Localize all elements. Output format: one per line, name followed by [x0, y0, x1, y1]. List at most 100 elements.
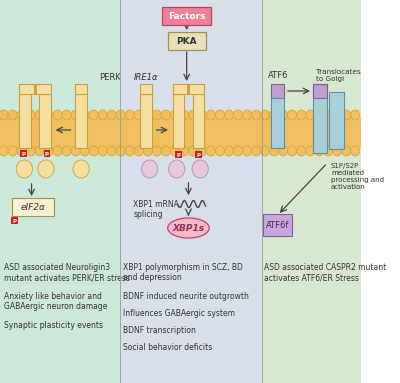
Circle shape — [234, 146, 242, 156]
Text: ATF6f: ATF6f — [266, 221, 290, 229]
Circle shape — [242, 146, 252, 156]
Circle shape — [44, 146, 53, 156]
Circle shape — [260, 110, 270, 120]
Circle shape — [80, 146, 89, 156]
Bar — [173, 84, 204, 94]
Circle shape — [216, 110, 224, 120]
Circle shape — [17, 110, 26, 120]
Circle shape — [35, 146, 44, 156]
FancyBboxPatch shape — [162, 7, 211, 25]
Circle shape — [162, 110, 170, 120]
Circle shape — [125, 110, 134, 120]
Circle shape — [73, 160, 89, 178]
Circle shape — [53, 110, 62, 120]
Circle shape — [252, 146, 260, 156]
Circle shape — [224, 146, 234, 156]
Circle shape — [224, 110, 234, 120]
Bar — [262, 0, 361, 383]
Bar — [313, 84, 327, 153]
Circle shape — [162, 146, 170, 156]
Circle shape — [152, 110, 162, 120]
Bar — [0, 0, 120, 383]
Ellipse shape — [168, 218, 209, 238]
Bar — [19, 94, 31, 148]
Bar — [44, 149, 50, 157]
Circle shape — [62, 110, 71, 120]
Circle shape — [107, 146, 116, 156]
Circle shape — [279, 110, 288, 120]
Circle shape — [169, 160, 185, 178]
Circle shape — [80, 110, 89, 120]
Circle shape — [288, 146, 297, 156]
Text: BDNF transcription: BDNF transcription — [123, 326, 196, 335]
Circle shape — [71, 146, 80, 156]
Circle shape — [8, 146, 17, 156]
Bar — [187, 84, 190, 94]
Text: Translocates
to Golgi: Translocates to Golgi — [316, 69, 360, 82]
Bar — [120, 0, 262, 383]
Text: p: p — [196, 152, 200, 157]
Circle shape — [180, 146, 188, 156]
Circle shape — [306, 110, 315, 120]
Circle shape — [26, 146, 35, 156]
Bar — [329, 92, 344, 149]
Text: p: p — [22, 151, 26, 156]
Circle shape — [288, 110, 297, 120]
Circle shape — [306, 146, 315, 156]
Circle shape — [342, 146, 351, 156]
Circle shape — [324, 146, 333, 156]
Text: S1P/S2P
mediated
processing and
activation: S1P/S2P mediated processing and activati… — [331, 163, 384, 190]
Bar — [140, 94, 152, 148]
Text: p: p — [176, 152, 180, 157]
Circle shape — [89, 146, 98, 156]
Circle shape — [0, 146, 8, 156]
Circle shape — [116, 110, 125, 120]
Bar — [75, 94, 87, 148]
Bar — [192, 94, 204, 148]
Circle shape — [315, 110, 324, 120]
Bar — [195, 151, 202, 157]
Bar — [34, 84, 36, 94]
Bar — [272, 84, 284, 98]
Circle shape — [170, 110, 180, 120]
Circle shape — [17, 146, 26, 156]
Text: BDNF induced neurite outgrowth: BDNF induced neurite outgrowth — [123, 292, 248, 301]
Circle shape — [116, 146, 125, 156]
Circle shape — [143, 146, 152, 156]
Circle shape — [16, 160, 32, 178]
Circle shape — [152, 146, 162, 156]
Circle shape — [0, 110, 8, 120]
Circle shape — [143, 110, 152, 120]
Circle shape — [270, 110, 279, 120]
FancyBboxPatch shape — [12, 198, 54, 216]
Text: XBP1s: XBP1s — [172, 224, 204, 232]
Bar — [140, 84, 152, 94]
Circle shape — [134, 110, 143, 120]
Text: ATF6: ATF6 — [268, 71, 288, 80]
Circle shape — [180, 110, 188, 120]
FancyBboxPatch shape — [168, 32, 206, 50]
Circle shape — [198, 110, 206, 120]
Circle shape — [107, 110, 116, 120]
Circle shape — [333, 146, 342, 156]
Text: ASD associated CASPR2 mutant
activates ATF6/ER Stress: ASD associated CASPR2 mutant activates A… — [264, 263, 386, 282]
Text: PERK: PERK — [99, 73, 121, 82]
Circle shape — [35, 110, 44, 120]
Bar — [75, 84, 87, 94]
Circle shape — [351, 146, 360, 156]
FancyBboxPatch shape — [263, 214, 292, 236]
Circle shape — [192, 160, 208, 178]
Text: p: p — [12, 218, 16, 223]
Text: p: p — [45, 151, 49, 156]
Bar — [313, 84, 327, 98]
Bar — [0, 118, 361, 148]
Circle shape — [315, 146, 324, 156]
Circle shape — [142, 160, 158, 178]
Circle shape — [71, 110, 80, 120]
Circle shape — [333, 110, 342, 120]
Circle shape — [134, 146, 143, 156]
Bar — [175, 151, 182, 157]
Circle shape — [206, 110, 216, 120]
Bar — [11, 216, 18, 224]
Circle shape — [44, 110, 53, 120]
